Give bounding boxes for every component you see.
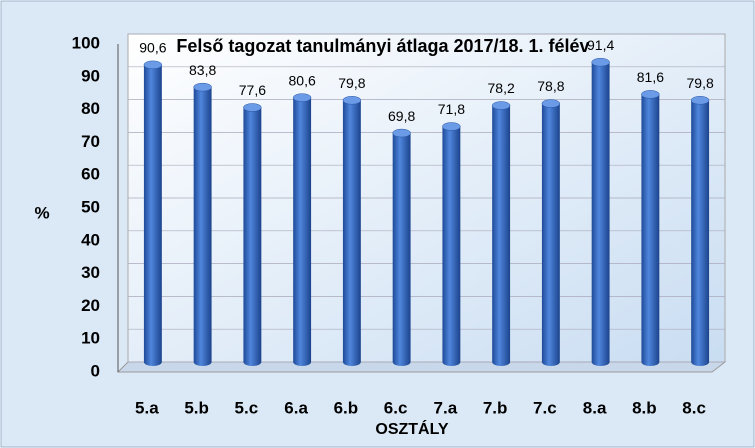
bar: [392, 133, 411, 366]
bar: [193, 87, 212, 367]
data-label: 79,8: [687, 75, 714, 91]
y-tick-label: 20: [81, 296, 100, 315]
x-tick-label: 6.b: [334, 398, 359, 417]
bar: [492, 105, 511, 366]
data-label: 83,8: [189, 62, 216, 78]
x-tick-label: 5.c: [235, 398, 259, 417]
bar-cap: [442, 122, 461, 131]
data-label: 69,8: [388, 108, 415, 124]
bar-cap: [491, 101, 511, 110]
y-tick-label: 40: [81, 230, 100, 249]
y-tick-label: 60: [81, 165, 100, 184]
y-tick-label: 10: [81, 329, 100, 348]
bar: [591, 62, 610, 366]
y-tick-label: 50: [81, 197, 100, 216]
bar-cap: [193, 82, 212, 92]
bar-cap: [392, 128, 411, 138]
bar: [243, 107, 262, 366]
data-label: 81,6: [637, 69, 664, 85]
data-label: 77,6: [239, 82, 266, 98]
x-tick-label: 7.a: [434, 398, 458, 417]
data-label: 80,6: [289, 72, 316, 88]
data-label: 91,4: [587, 37, 614, 53]
bar: [691, 100, 710, 367]
bar-cap: [641, 90, 660, 99]
bar-cap: [342, 96, 362, 105]
bar: [143, 64, 162, 366]
x-tick-label: 5.a: [135, 398, 159, 417]
x-tick-label: 5.b: [184, 398, 209, 417]
x-axis-label: OSZTÁLY: [375, 419, 449, 438]
x-tick-label: 6.a: [284, 398, 308, 417]
bar-cap: [243, 103, 262, 112]
y-tick-label: 30: [81, 263, 100, 282]
x-tick-label: 8.b: [632, 398, 657, 417]
bar-cap: [292, 93, 312, 102]
bar: [442, 126, 461, 366]
x-tick-label: 7.b: [483, 398, 508, 417]
bar-cap: [690, 96, 710, 105]
y-tick-label: 70: [81, 132, 100, 151]
bar: [342, 100, 361, 366]
data-label: 90,6: [139, 40, 166, 56]
data-label: 79,8: [338, 75, 365, 91]
y-tick-label: 80: [81, 99, 100, 118]
y-tick-label: 0: [91, 361, 100, 380]
data-label: 78,8: [537, 78, 564, 94]
bar-cap: [591, 57, 610, 67]
bar: [541, 103, 560, 366]
x-tick-label: 8.c: [682, 398, 706, 417]
bar-cap: [143, 60, 163, 70]
x-tick-label: 8.a: [583, 398, 607, 417]
bar: [293, 97, 312, 366]
x-tick-label: 6.c: [384, 398, 408, 417]
data-label: 71,8: [438, 101, 465, 117]
y-tick-label: 90: [81, 66, 100, 85]
bar: [641, 94, 660, 367]
y-axis-label: %: [34, 203, 49, 222]
y-tick-label: 100: [72, 33, 100, 52]
data-label: 78,2: [488, 80, 515, 96]
x-tick-label: 7.c: [533, 398, 557, 417]
chart-title: Felső tagozat tanulmányi átlaga 2017/18.…: [176, 36, 589, 56]
bar-cap: [541, 99, 561, 108]
